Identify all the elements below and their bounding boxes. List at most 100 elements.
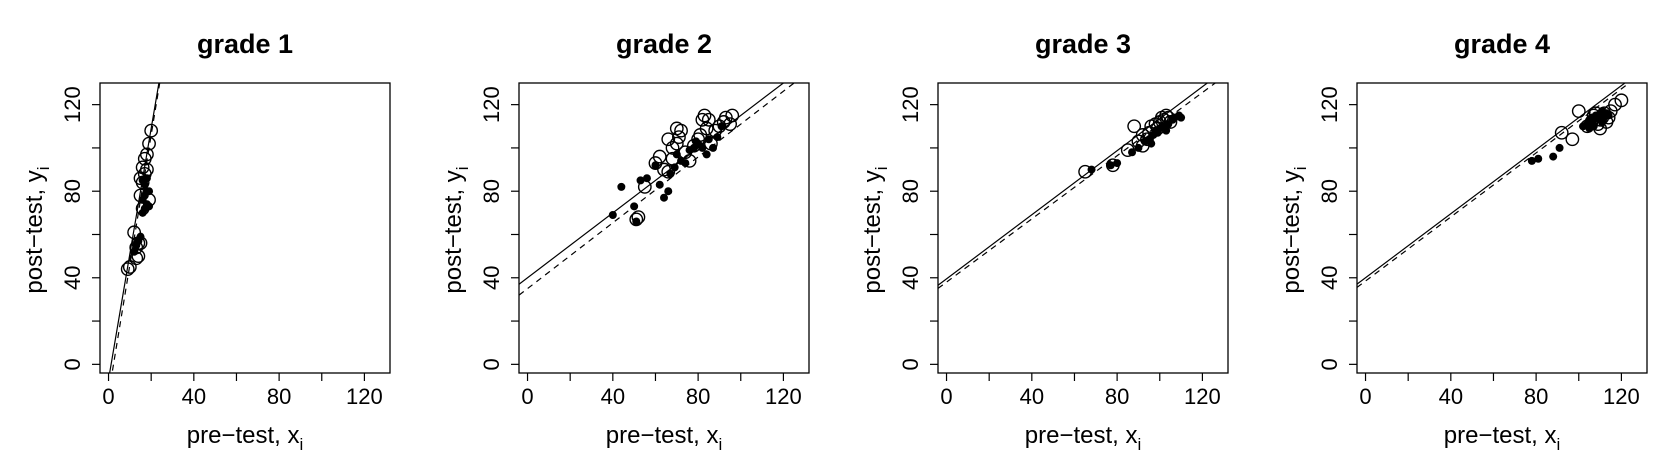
- filled-point: [1087, 165, 1096, 174]
- plot-frame: [99, 82, 391, 374]
- open-point: [699, 121, 714, 136]
- x-axis-label-subscript: i: [718, 435, 722, 454]
- filled-point: [1549, 152, 1558, 161]
- regression-line-solid: [519, 83, 785, 285]
- panel-title: grade 3: [1035, 29, 1131, 59]
- open-point: [1565, 132, 1580, 147]
- data-points: [608, 108, 740, 227]
- y-tick-label: 80: [479, 179, 504, 203]
- filled-point: [702, 150, 711, 159]
- x-tick-label: 80: [1105, 384, 1129, 409]
- x-tick-label: 120: [346, 384, 383, 409]
- y-tick-label: 40: [60, 266, 85, 290]
- filled-point: [664, 187, 673, 196]
- x-tick-label: 80: [267, 384, 291, 409]
- x-tick-label: 0: [102, 384, 114, 409]
- filled-point: [1106, 161, 1115, 170]
- filled-point: [1113, 159, 1122, 168]
- panel-title: grade 1: [197, 29, 293, 59]
- filled-point: [1598, 117, 1607, 126]
- filled-point: [1177, 113, 1186, 122]
- x-tick-label: 80: [1524, 384, 1548, 409]
- plot-frame: [937, 82, 1229, 374]
- open-point: [661, 132, 676, 147]
- x-tick-label: 80: [686, 384, 710, 409]
- x-axis-label-subscript: i: [299, 435, 303, 454]
- regression-line-solid: [109, 83, 160, 373]
- filled-point: [717, 122, 726, 131]
- y-axis-label-subscript: i: [453, 166, 472, 170]
- data-points: [120, 123, 159, 277]
- open-point: [661, 164, 676, 179]
- y-axis-label-subscript: i: [872, 166, 891, 170]
- x-axis-label: pre−test, xi: [187, 422, 304, 454]
- open-point: [1614, 93, 1629, 108]
- open-point: [1554, 125, 1569, 140]
- open-point: [140, 147, 154, 162]
- filled-point: [617, 182, 626, 191]
- regression-line-dashed: [519, 83, 796, 296]
- filled-point: [1527, 156, 1536, 165]
- y-axis-label-main: post−test, y: [21, 170, 48, 293]
- filled-point: [670, 163, 679, 172]
- x-tick-label: 0: [521, 384, 533, 409]
- open-point: [652, 149, 667, 164]
- y-axis-label-main: post−test, y: [1278, 170, 1305, 293]
- open-point: [669, 136, 684, 151]
- filled-point: [694, 139, 703, 148]
- y-tick-label: 40: [479, 266, 504, 290]
- filled-point: [632, 217, 641, 226]
- y-axis-label-main: post−test, y: [859, 170, 886, 293]
- regression-line-solid: [938, 83, 1209, 286]
- regression-lines: [109, 83, 161, 373]
- y-tick-label: 120: [479, 86, 504, 123]
- panel-title: grade 4: [1454, 29, 1550, 59]
- filled-point: [1555, 143, 1564, 152]
- open-point: [665, 141, 680, 155]
- panel-title: grade 2: [616, 29, 712, 59]
- open-point: [142, 136, 156, 151]
- x-axis-label-main: pre−test, x: [187, 422, 300, 449]
- y-tick-label: 80: [1317, 179, 1342, 203]
- x-tick-label: 0: [940, 384, 952, 409]
- open-point: [629, 212, 644, 227]
- x-axis-label: pre−test, xi: [1444, 422, 1561, 454]
- filled-point: [608, 211, 617, 220]
- regression-line-dashed: [1357, 83, 1631, 288]
- x-axis-label-main: pre−test, x: [1444, 422, 1557, 449]
- open-point: [674, 123, 688, 138]
- regression-line-dashed: [111, 83, 161, 373]
- y-tick-label: 120: [1317, 86, 1342, 123]
- open-point: [1127, 119, 1142, 134]
- x-tick-label: 40: [601, 384, 625, 409]
- y-tick-label: 40: [1317, 266, 1342, 290]
- filled-point: [1134, 143, 1143, 152]
- y-axis-label-subscript: i: [34, 166, 53, 170]
- open-point: [701, 112, 716, 127]
- y-tick-label: 0: [479, 358, 504, 370]
- regression-line-dashed: [938, 83, 1217, 289]
- filled-point: [709, 143, 718, 152]
- y-axis-label: post−test, yi: [859, 166, 891, 293]
- filled-point: [142, 174, 151, 183]
- y-tick-label: 80: [60, 179, 85, 203]
- y-tick-label: 40: [898, 266, 923, 290]
- regression-line-solid: [1357, 83, 1626, 285]
- y-tick-label: 80: [898, 179, 923, 203]
- y-tick-label: 0: [1317, 358, 1342, 370]
- filled-point: [1147, 139, 1156, 148]
- filled-point: [636, 176, 645, 185]
- x-axis-label-subscript: i: [1137, 435, 1141, 454]
- filled-point: [1534, 154, 1543, 163]
- data-points: [1527, 93, 1629, 165]
- x-tick-label: 0: [1359, 384, 1371, 409]
- y-axis-label-main: post−test, y: [440, 170, 467, 293]
- filled-point: [642, 174, 651, 183]
- open-point: [725, 108, 740, 123]
- filled-point: [1162, 126, 1171, 135]
- filled-point: [136, 232, 145, 241]
- filled-point: [713, 133, 722, 142]
- y-tick-label: 120: [898, 86, 923, 123]
